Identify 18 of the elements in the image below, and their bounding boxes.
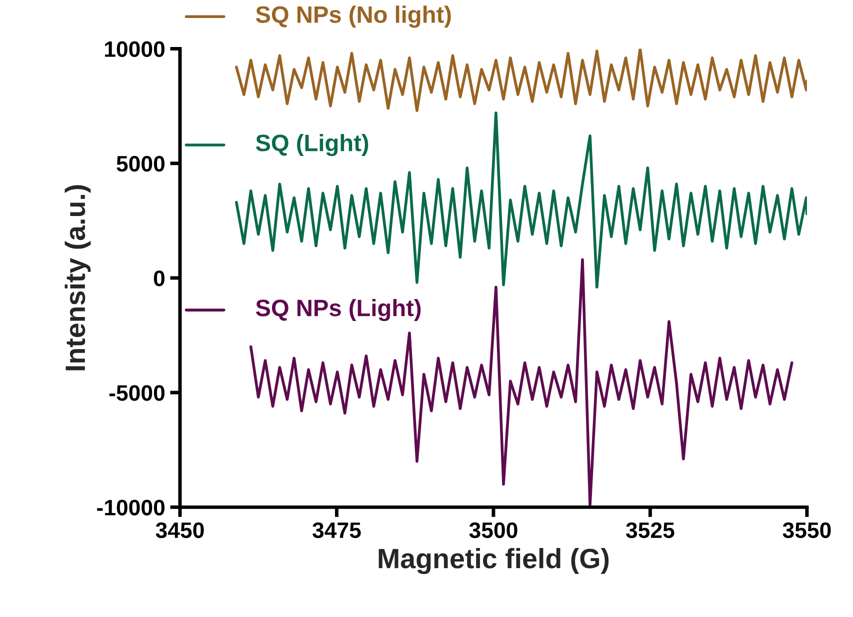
y-tick-label: 5000 — [116, 156, 164, 172]
y-axis-title: Intensity (a.u.) — [64, 185, 91, 370]
y-tick-label: -10000 — [97, 500, 164, 516]
x-tick-label: 3500 — [469, 522, 518, 538]
y-tick-label: -5000 — [109, 385, 164, 401]
line-series — [235, 48, 807, 112]
x-tick-label: 3525 — [626, 522, 674, 538]
x-tick-label: 3450 — [156, 522, 204, 538]
line-series — [235, 112, 807, 289]
x-tick-label: 3550 — [782, 522, 831, 538]
y-tick-label: 10000 — [105, 41, 164, 58]
line-series — [249, 258, 794, 506]
legend-label: SQ (Light) — [256, 134, 368, 156]
x-tick-label: 3475 — [312, 522, 361, 538]
x-axis-title: Magnetic field (G) — [378, 548, 609, 574]
legend-label: SQ NPs (No light) — [256, 6, 451, 28]
y-tick-label: 0 — [154, 270, 164, 286]
legend-label: SQ NPs (Light) — [256, 298, 421, 322]
